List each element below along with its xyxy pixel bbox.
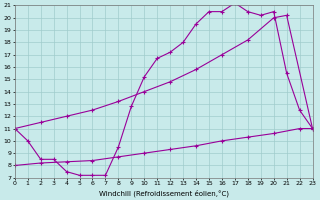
X-axis label: Windchill (Refroidissement éolien,°C): Windchill (Refroidissement éolien,°C) (99, 189, 229, 197)
